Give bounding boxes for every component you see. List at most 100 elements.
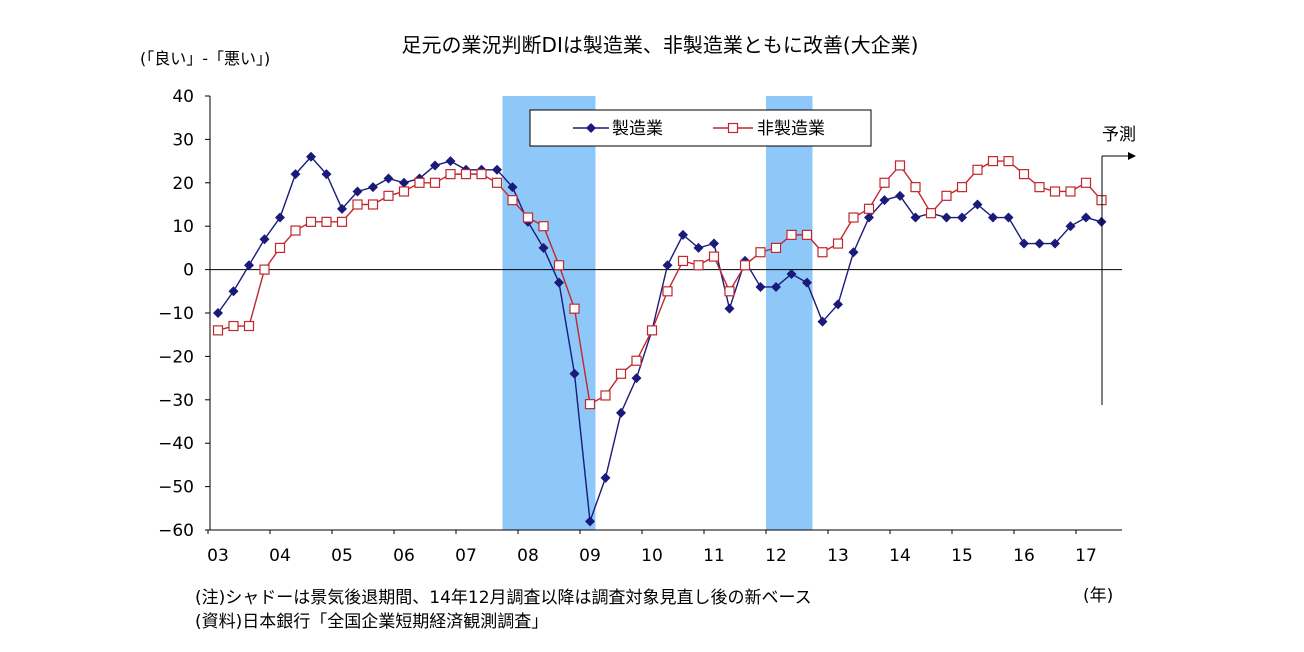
legend-label-non-manufacturing: 非製造業 xyxy=(757,119,825,139)
series xyxy=(212,151,1107,527)
data-point-non-manufacturing xyxy=(972,164,983,175)
data-point-manufacturing xyxy=(554,277,564,288)
data-point-non-manufacturing xyxy=(770,242,782,253)
data-point-manufacturing xyxy=(430,160,440,171)
forecast-arrowhead xyxy=(1128,152,1136,160)
labels: 予測 足元の業況判断DIは製造業、非製造業ともに改善(大企業) (「良い」-「悪い」… xyxy=(140,33,1136,606)
data-point-manufacturing xyxy=(507,182,518,193)
data-point-manufacturing xyxy=(1050,238,1060,249)
data-point-non-manufacturing xyxy=(212,325,224,336)
x-tick-label: 17 xyxy=(1075,546,1097,566)
data-point-non-manufacturing xyxy=(739,260,751,271)
data-point-non-manufacturing xyxy=(491,177,503,188)
y-tick-label: 20 xyxy=(172,174,194,194)
data-point-manufacturing xyxy=(321,169,332,180)
data-point-non-manufacturing xyxy=(476,169,487,180)
data-point-manufacturing xyxy=(337,203,347,214)
data-point-manufacturing xyxy=(957,212,967,223)
data-point-non-manufacturing xyxy=(352,199,363,210)
data-point-non-manufacturing xyxy=(646,325,658,336)
x-tick-label: 06 xyxy=(393,546,415,566)
x-tick-label: 08 xyxy=(517,546,539,566)
x-tick-label: 07 xyxy=(455,546,477,566)
data-point-non-manufacturing xyxy=(553,260,565,271)
data-point-manufacturing xyxy=(848,247,859,258)
data-point-manufacturing xyxy=(445,156,456,167)
data-point-manufacturing xyxy=(771,281,781,292)
data-point-manufacturing xyxy=(709,238,719,249)
data-point-manufacturing xyxy=(879,195,890,206)
data-point-non-manufacturing xyxy=(243,320,255,332)
data-point-manufacturing xyxy=(895,190,905,201)
x-tick-label: 16 xyxy=(1013,546,1035,566)
y-axis-label: (「良い」-「悪い」) xyxy=(140,49,270,68)
data-point-non-manufacturing xyxy=(538,221,549,232)
data-point-manufacturing xyxy=(1065,221,1076,232)
data-point-non-manufacturing xyxy=(910,182,921,193)
data-point-non-manufacturing xyxy=(817,247,828,258)
data-point-manufacturing xyxy=(492,164,502,175)
y-tick-label: −30 xyxy=(158,391,194,411)
x-tick-label: 13 xyxy=(827,546,849,566)
data-point-non-manufacturing xyxy=(863,203,875,214)
x-tick-label: 10 xyxy=(641,546,663,566)
data-point-non-manufacturing xyxy=(615,368,627,379)
data-point-non-manufacturing xyxy=(600,390,611,401)
data-point-non-manufacturing xyxy=(336,216,348,227)
data-point-manufacturing xyxy=(213,308,223,318)
data-point-non-manufacturing xyxy=(584,399,596,410)
x-tick-label: 12 xyxy=(765,546,787,566)
data-point-non-manufacturing xyxy=(1018,169,1030,180)
data-point-non-manufacturing xyxy=(724,286,735,297)
data-point-non-manufacturing xyxy=(383,190,394,201)
y-tick-label: −40 xyxy=(158,434,194,454)
data-point-non-manufacturing xyxy=(569,303,580,314)
data-point-non-manufacturing xyxy=(367,199,379,210)
data-point-manufacturing xyxy=(941,212,952,223)
chart-title: 足元の業況判断DIは製造業、非製造業ともに改善(大企業) xyxy=(402,33,919,57)
legend: 製造業 非製造業 xyxy=(529,109,872,147)
data-point-non-manufacturing xyxy=(677,255,689,267)
data-point-non-manufacturing xyxy=(708,251,720,262)
data-point-manufacturing xyxy=(972,199,983,210)
y-tick-label: −50 xyxy=(158,478,194,498)
data-point-manufacturing xyxy=(538,242,549,253)
data-point-non-manufacturing xyxy=(305,216,317,227)
x-tick-label: 15 xyxy=(951,546,973,566)
data-point-manufacturing xyxy=(569,368,580,379)
data-point-manufacturing xyxy=(399,177,409,188)
data-point-manufacturing xyxy=(275,212,285,223)
data-point-manufacturing xyxy=(988,212,998,223)
x-axis-label: (年) xyxy=(1083,586,1113,606)
data-point-non-manufacturing xyxy=(1065,186,1076,197)
data-point-manufacturing xyxy=(244,260,254,271)
data-point-manufacturing xyxy=(616,407,626,418)
data-point-manufacturing xyxy=(290,169,301,180)
data-point-manufacturing xyxy=(352,186,363,197)
y-tick-label: −20 xyxy=(158,347,194,367)
data-point-non-manufacturing xyxy=(693,260,704,271)
recession-shading xyxy=(502,96,813,530)
data-point-non-manufacturing xyxy=(662,286,673,297)
data-point-non-manufacturing xyxy=(228,320,239,332)
data-point-manufacturing xyxy=(678,229,688,240)
data-point-manufacturing xyxy=(724,303,735,314)
data-point-manufacturing xyxy=(662,260,673,271)
data-point-non-manufacturing xyxy=(879,177,890,188)
y-tick-label: 0 xyxy=(183,261,194,281)
data-point-non-manufacturing xyxy=(1034,182,1045,193)
data-point-non-manufacturing xyxy=(786,229,797,240)
data-point-manufacturing xyxy=(228,286,239,297)
data-point-manufacturing xyxy=(368,182,378,193)
legend-marker-non-manufacturing xyxy=(727,122,739,134)
data-point-non-manufacturing xyxy=(987,156,999,167)
series-line-manufacturing xyxy=(217,155,1102,522)
data-point-non-manufacturing xyxy=(414,177,425,188)
data-point-manufacturing xyxy=(600,472,611,483)
data-point-manufacturing xyxy=(802,277,812,288)
forecast-label: 予測 xyxy=(1102,125,1136,145)
data-point-non-manufacturing xyxy=(460,169,472,180)
data-point-manufacturing xyxy=(817,316,828,327)
data-point-manufacturing xyxy=(833,299,843,310)
x-tick-label: 04 xyxy=(269,546,291,566)
